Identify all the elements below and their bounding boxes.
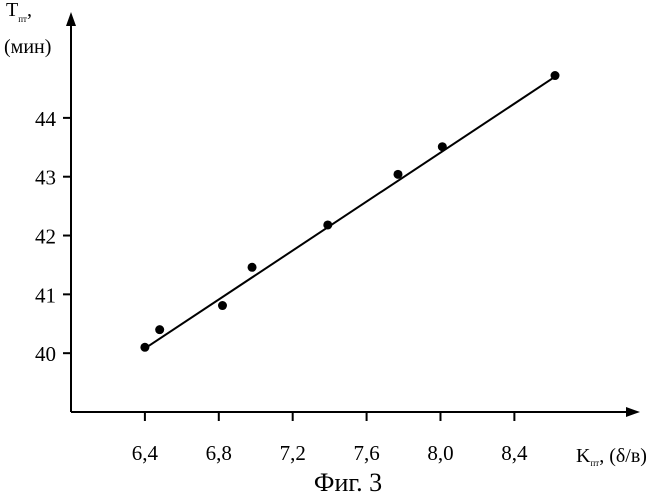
- x-tick-label: 8,4: [501, 441, 528, 465]
- data-point: [155, 325, 164, 334]
- y-axis-label: Tпт,: [6, 0, 32, 24]
- y-tick-label: 44: [35, 107, 57, 131]
- x-ticks: 6,4 6,8 7,2 7,6 8,0 8,4: [132, 412, 528, 465]
- x-tick-label: 6,8: [206, 441, 232, 465]
- data-point: [393, 170, 402, 179]
- x-axis-label: Kпт, (δ/в): [576, 445, 647, 468]
- y-tick-label: 40: [35, 342, 56, 366]
- data-point: [218, 301, 227, 310]
- y-axis-unit: (мин): [4, 36, 51, 58]
- x-axis-label-main: K: [576, 445, 591, 467]
- y-axis-label-sub: пт: [18, 14, 27, 24]
- x-axis-label-sub: пт: [590, 458, 599, 468]
- y-tick-label: 43: [35, 166, 56, 190]
- y-axis-label-main: T: [6, 0, 18, 21]
- y-tick-label: 42: [35, 225, 56, 249]
- x-axis-arrow-icon: [626, 407, 640, 417]
- x-tick-label: 8,0: [427, 441, 453, 465]
- y-ticks: 40 41 42 43 44: [35, 107, 71, 366]
- data-point: [438, 142, 447, 151]
- y-tick-label: 41: [35, 283, 56, 307]
- x-tick-label: 7,6: [353, 441, 379, 465]
- regression-line: [145, 77, 555, 349]
- data-point: [323, 220, 332, 229]
- data-point: [248, 263, 257, 272]
- x-tick-label: 6,4: [132, 441, 159, 465]
- y-axis-label-comma: ,: [27, 0, 32, 21]
- y-axis-arrow-icon: [66, 12, 76, 26]
- x-tick-label: 7,2: [280, 441, 306, 465]
- data-point: [140, 343, 149, 352]
- x-axis-label-unit: , (δ/в): [599, 445, 647, 467]
- figure-caption: Фиг. 3: [314, 468, 382, 497]
- data-point: [551, 71, 560, 80]
